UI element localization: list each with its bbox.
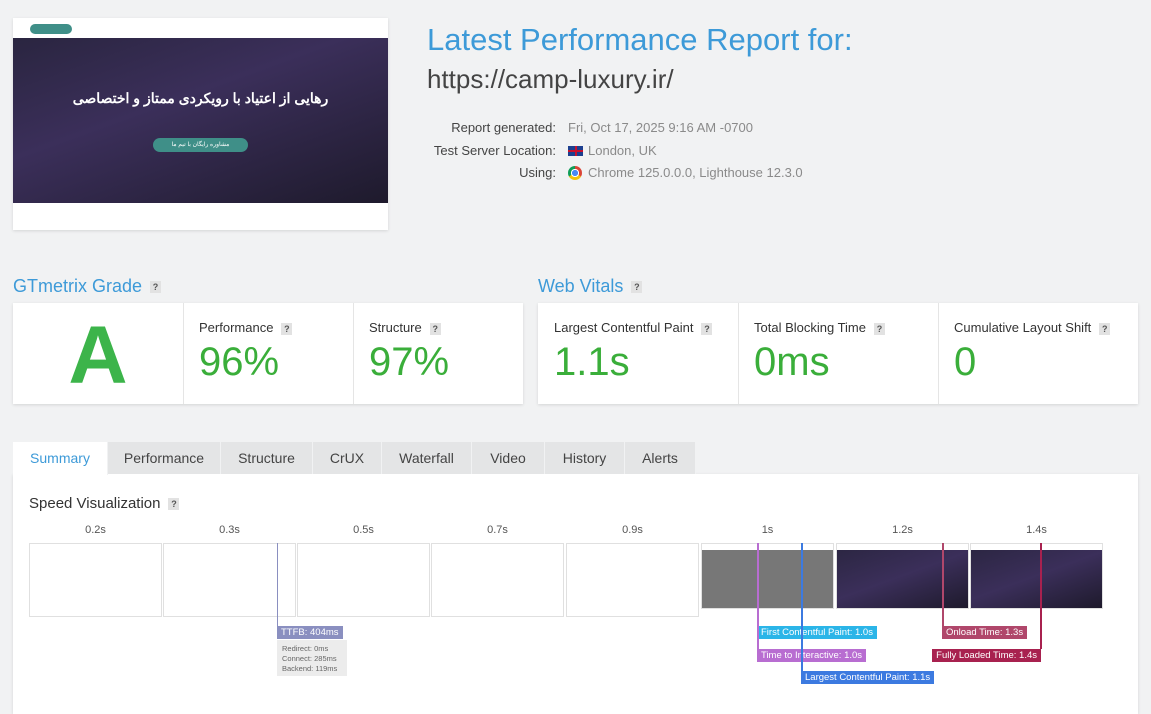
divider [353, 303, 354, 404]
frame [297, 543, 430, 617]
frame [970, 543, 1103, 609]
metric-label: Performance? [199, 320, 293, 335]
frame-time: 0.5s [353, 524, 374, 536]
vitals-card [538, 303, 1138, 404]
metric-label: Structure? [369, 320, 441, 335]
report-title: Latest Performance Report for: [427, 22, 853, 57]
flag-icon [568, 145, 583, 156]
frame-header [702, 544, 833, 550]
chrome-icon [568, 166, 582, 180]
frame [431, 543, 564, 617]
marker-line [942, 543, 944, 626]
grade-title: GTmetrix Grade? [13, 276, 162, 297]
help-icon[interactable]: ? [701, 322, 713, 335]
frame-time: 0.7s [487, 524, 508, 536]
marker-label: Time to Interactive: 1.0s [757, 649, 867, 662]
tab[interactable]: Structure [221, 442, 313, 474]
frame [29, 543, 162, 617]
divider [183, 303, 184, 404]
tab[interactable]: Alerts [625, 442, 696, 474]
ttfb-details [277, 640, 347, 676]
marker-label: Fully Loaded Time: 1.4s [932, 649, 1041, 662]
tab[interactable]: CrUX [313, 442, 382, 474]
vital-value: 0ms [754, 340, 830, 384]
frame-header [837, 544, 968, 550]
meta-label: Using: [519, 165, 556, 180]
frame-time: 1.4s [1026, 524, 1047, 536]
ttfb-detail: Redirect: 0ms [282, 644, 329, 653]
divider [738, 303, 739, 404]
help-icon[interactable]: ? [281, 322, 293, 335]
ttfb-label: TTFB: 404ms [277, 626, 343, 639]
hero-cta: مشاوره رایگان با تیم ما [153, 138, 248, 152]
vitals-title: Web Vitals? [538, 276, 643, 297]
meta-value: Fri, Oct 17, 2025 9:16 AM -0700 [568, 120, 753, 135]
grade-letter: A [68, 310, 128, 401]
frame [163, 543, 296, 617]
metric-value: 97% [369, 340, 450, 384]
vital-label: Total Blocking Time? [754, 320, 885, 335]
divider [938, 303, 939, 404]
vital-value: 0 [954, 340, 977, 384]
meta-value: Chrome 125.0.0.0, Lighthouse 12.3.0 [588, 165, 803, 180]
vital-label: Largest Contentful Paint? [554, 320, 713, 335]
vital-label: Cumulative Layout Shift? [954, 320, 1111, 335]
help-icon[interactable]: ? [1099, 322, 1111, 335]
marker-label: Largest Contentful Paint: 1.1s [801, 671, 935, 684]
frame-time: 0.9s [622, 524, 643, 536]
ttfb-line [277, 543, 278, 626]
frame [701, 543, 834, 609]
frame [566, 543, 699, 617]
help-icon[interactable]: ? [429, 322, 441, 335]
metric-value: 96% [199, 340, 280, 384]
meta-label: Report generated: [451, 120, 556, 135]
tab[interactable]: Video [472, 442, 545, 474]
ttfb-detail: Connect: 285ms [282, 654, 337, 663]
marker-line [757, 543, 759, 649]
hero-headline: رهایی از اعتیاد با رویکردی ممتاز و اختصا… [72, 90, 329, 106]
meta-label: Test Server Location: [433, 142, 556, 158]
vital-value: 1.1s [554, 340, 630, 384]
frame-time: 1s [761, 524, 774, 536]
frame-time: 0.3s [219, 524, 240, 536]
grade-card: A [13, 303, 523, 404]
tab[interactable]: Summary [13, 442, 108, 475]
meta-value: London, UK [588, 142, 657, 158]
tab[interactable]: Waterfall [382, 442, 472, 474]
frame [836, 543, 969, 609]
ttfb-detail: Backend: 119ms [282, 664, 338, 673]
marker-label: First Contentful Paint: 1.0s [757, 626, 877, 639]
marker-line [1040, 543, 1042, 649]
frame-header [971, 544, 1102, 550]
marker-label: Onload Time: 1.3s [942, 626, 1028, 639]
tab[interactable]: History [545, 442, 625, 474]
site-screenshot: رهایی از اعتیاد با رویکردی ممتاز و اختصا… [13, 18, 388, 230]
frame-time: 0.2s [85, 524, 106, 536]
marker-line [801, 543, 803, 671]
speed-title: Speed Visualization? [29, 495, 180, 512]
frame-time: 1.2s [892, 524, 913, 536]
report-url: https://camp-luxury.ir/ [427, 64, 674, 94]
help-icon[interactable]: ? [874, 322, 885, 335]
tab[interactable]: Performance [108, 442, 221, 474]
